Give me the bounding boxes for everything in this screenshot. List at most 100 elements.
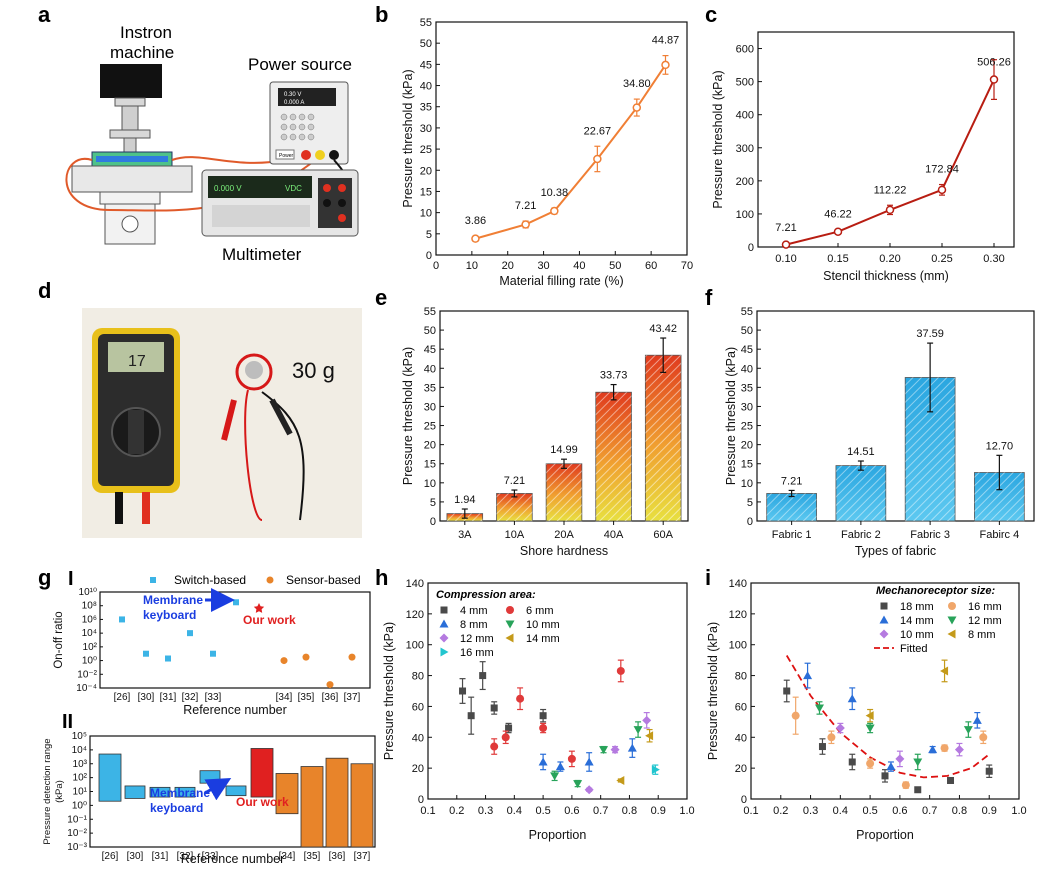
chart-i-ytick-label: 40 (735, 732, 747, 744)
chart-i-point (979, 733, 988, 742)
chart-b-xtick-label: 50 (609, 260, 621, 272)
chart-i-xtick-label: 0.8 (952, 805, 967, 817)
chart-g2-ytick-label: 10⁴ (72, 745, 87, 756)
chart-g2-ytick-label: 10⁰ (72, 800, 87, 811)
chart-e-data-label: 33.73 (600, 370, 628, 382)
chart-i-ytick-label: 60 (735, 701, 747, 713)
chart-h-ytick-label: 40 (412, 732, 424, 744)
chart-i-xtick-label: 0.6 (892, 805, 907, 817)
chart-g1-xlabel: Reference number (183, 703, 287, 717)
chart-i-point (895, 754, 905, 764)
chart-f-xtick-label: Fabric 2 (841, 529, 881, 541)
chart-i-xtick-label: 0.4 (833, 805, 848, 817)
chart-h-legend-entry: 16 mm (460, 647, 494, 659)
chart-f-ytick-label: 30 (741, 401, 753, 413)
chart-e-ylabel: Pressure threshold (kPa) (401, 347, 415, 485)
chart-i-point (818, 743, 826, 751)
chart-g1-xtick-label: [35] (298, 692, 315, 703)
chart-h-legend-entry: 4 mm (460, 605, 488, 617)
chart-i-legend-title: Mechanoreceptor size: (876, 585, 996, 597)
chart-h-legend-marker (440, 647, 449, 657)
chart-b-ytick-label: 15 (420, 186, 432, 198)
chart-e-ytick-label: 30 (424, 401, 436, 413)
chart-i-xtick-label: 0.3 (803, 805, 818, 817)
chart-i-xtick-label: 0.2 (773, 805, 788, 817)
panel-letter-i: i (705, 565, 711, 590)
chart-h-point (584, 785, 594, 795)
chart-i-legend-marker (879, 615, 889, 624)
chart-g1-sensor-point (280, 657, 288, 665)
chart-g2-range-bar (300, 766, 324, 848)
chart-h-legend-entry: 6 mm (526, 605, 554, 617)
chart-g1-legend-switch-marker (150, 577, 156, 583)
chart-g2-range-bar (325, 757, 349, 848)
chart-g1-xtick-label: [33] (205, 692, 222, 703)
chart-f-ylabel: Pressure threshold (kPa) (724, 347, 738, 485)
chart-i-point (963, 726, 973, 735)
chart-c-point (833, 227, 843, 236)
chart-g1-ytick-label: 10¹⁰ (79, 587, 97, 598)
chart-b-ytick-label: 20 (420, 165, 432, 177)
chart-g2-annot-keyboard: keyboard (150, 801, 203, 815)
chart-b-ytick-label: 10 (420, 208, 432, 220)
mm-display-unit: VDC (285, 184, 302, 193)
panel-letter-f: f (705, 285, 713, 310)
chart-i-point (814, 704, 824, 713)
chart-g1-switch-point (119, 616, 125, 623)
chart-c-ytick-label: 500 (736, 77, 754, 89)
chart-e-bar-hatch (645, 355, 682, 521)
chart-i-point (914, 786, 922, 794)
chart-b-point (550, 206, 559, 216)
chart-g2-xtick-label: [31] (152, 851, 169, 862)
panel-letter-c: c (705, 2, 717, 27)
instron-head (100, 64, 162, 98)
chart-i-ytick-label: 80 (735, 671, 747, 683)
chart-f-data-label: 7.21 (781, 475, 802, 487)
chart-b-ytick-label: 40 (420, 81, 432, 93)
chart-h: 0 20 40 60 80 100 120 140 0.1 0.2 0.3 0.4 0.5 0.6 0.7 0… (382, 578, 695, 842)
chart-e-bar-hatch (496, 493, 533, 521)
chart-b-ytick-label: 25 (420, 144, 432, 156)
chart-g2-ytick-label: 10⁻³ (67, 842, 87, 853)
chart-b-data-label: 10.38 (541, 187, 569, 199)
chart-e-data-label: 1.94 (454, 494, 475, 506)
chart-c-ytick-label: 100 (736, 209, 754, 221)
chart-g2-annot-our-work: Our work (236, 795, 289, 809)
panel-letter-b: b (375, 2, 388, 27)
chart-g2-xtick-label: [33] (202, 851, 219, 862)
chart-g1: I 10⁻⁴ 10⁻² 10⁰ 10² 10⁴ 10⁶ 10⁸ 10¹⁰ [26] [30] [31]… (53, 568, 371, 717)
chart-c-data-label: 46.22 (824, 209, 852, 221)
chart-i-legend-entry: 12 mm (968, 615, 1002, 627)
chart-g2-range-bar (250, 748, 274, 798)
panel-letter-e: e (375, 285, 387, 310)
chart-i-point (803, 671, 813, 680)
chart-h-point (610, 745, 620, 755)
chart-b-xtick-label: 20 (502, 260, 514, 272)
chart-e-data-label: 43.42 (649, 323, 677, 335)
chart-g1-annot-our-work: Our work (243, 613, 296, 627)
instron-base (71, 165, 193, 193)
chart-c-data-label: 7.21 (775, 222, 796, 234)
chart-h-point (459, 687, 467, 695)
chart-c-ylabel: Pressure threshold (kPa) (711, 70, 725, 208)
chart-g2-annot-arrow (204, 778, 232, 801)
chart-h-xtick-label: 0.3 (478, 805, 493, 817)
chart-f-ytick-label: 50 (741, 325, 753, 337)
chart-g2-ytick-label: 10¹ (73, 787, 88, 798)
chart-h-xtick-label: 0.8 (622, 805, 637, 817)
chart-e-ytick-label: 50 (424, 325, 436, 337)
chart-f-ytick-label: 10 (741, 478, 753, 490)
chart-b-xtick-label: 40 (573, 260, 585, 272)
chart-h-point (539, 712, 547, 720)
chart-g1-xtick-label: [36] (322, 692, 339, 703)
chart-b-data-label: 22.67 (584, 125, 612, 137)
chart-i-legend-marker (947, 629, 956, 639)
chart-f-ytick-label: 0 (747, 516, 753, 528)
chart-h-point (627, 743, 637, 752)
chart-i-legend-entry: 16 mm (968, 601, 1002, 613)
chart-i-point (972, 715, 982, 724)
chart-g1-ytick-label: 10⁰ (82, 656, 97, 667)
chart-e-bar-hatch (595, 392, 632, 521)
chart-g2-xtick-label: [35] (304, 851, 321, 862)
chart-g2-range-bar (275, 773, 299, 815)
